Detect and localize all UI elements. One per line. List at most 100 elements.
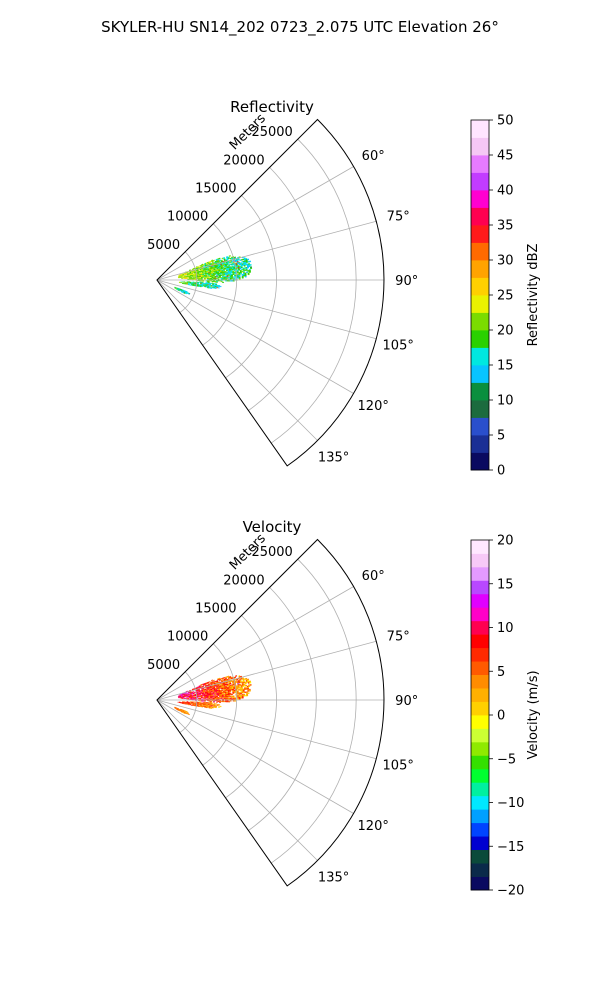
echo-bin <box>198 285 201 287</box>
echo-bin <box>192 705 195 706</box>
echo-bin <box>229 682 232 685</box>
azimuth-spoke <box>156 699 377 760</box>
echo-bin <box>236 688 239 690</box>
echo-bin <box>221 688 224 690</box>
echo-bin <box>179 277 182 279</box>
echo-bin <box>208 274 211 277</box>
sector-frame <box>156 118 385 467</box>
echo-bin <box>228 278 231 280</box>
echo-bin <box>198 705 201 707</box>
range-tick-label: 10000 <box>167 210 208 225</box>
range-ring <box>270 558 357 864</box>
echo-bin <box>186 694 189 696</box>
echo-bin <box>225 701 227 703</box>
colorbar-swatch <box>471 312 489 331</box>
echo-bin <box>217 277 220 279</box>
colorbar-swatch <box>471 620 489 635</box>
echo-bin <box>218 257 221 260</box>
colorbar-tick-label: −20 <box>497 884 524 899</box>
echo-bin <box>202 285 205 287</box>
echo-bin <box>214 691 216 693</box>
echo-bin <box>197 696 200 698</box>
echo-bin <box>229 280 232 282</box>
colorbar: 0 5 10 15 20 25 30 35 40 45 50 Reflectivity dBZ <box>470 114 541 479</box>
echo-bin <box>245 684 248 687</box>
echo-bin <box>210 278 212 280</box>
echo-bin <box>197 698 200 700</box>
echo-bin <box>205 280 208 282</box>
echo-bin <box>201 285 204 287</box>
echo-bin <box>237 258 240 261</box>
range-ring <box>248 587 317 831</box>
echo-bin <box>245 688 248 690</box>
echo-bin <box>177 290 180 292</box>
echo-bin <box>206 696 209 698</box>
colorbar-tick-label: −10 <box>497 796 524 811</box>
echo-bin <box>183 701 186 703</box>
echo-southwest <box>174 706 190 716</box>
echo-bin <box>190 278 193 280</box>
echo-bin <box>220 700 223 703</box>
echo-bin <box>222 696 224 699</box>
echo-bin <box>192 272 195 274</box>
echo-bin <box>198 688 201 691</box>
echo-bin <box>203 273 206 275</box>
echo-bin <box>185 696 188 698</box>
colorbar-tick-label: 15 <box>497 577 514 592</box>
colorbar-swatch <box>471 701 489 716</box>
colorbar-swatch <box>471 688 489 702</box>
echo-bin <box>216 704 219 707</box>
echo-bin <box>188 272 190 274</box>
echo-bin <box>201 690 204 693</box>
colorbar-swatch <box>471 207 489 226</box>
echo-bin <box>191 281 193 283</box>
echo-bin <box>215 273 218 275</box>
colorbar-swatch <box>471 634 489 649</box>
echo-bin <box>183 292 186 294</box>
colorbar-tick-label: 15 <box>497 359 514 374</box>
echo-bin <box>185 276 188 278</box>
echo-bin <box>215 268 217 270</box>
echo-bin <box>206 275 209 277</box>
echo-bin <box>248 690 251 692</box>
echo-bin <box>203 691 206 693</box>
azimuth-spoke <box>156 699 318 861</box>
echo-bin <box>210 285 213 287</box>
echo-bin <box>188 694 191 696</box>
echo-bin <box>244 682 247 685</box>
colorbar-tick-label: 5 <box>497 665 505 680</box>
echo-bin <box>232 280 235 282</box>
echo-bin <box>219 285 222 288</box>
echo-bin <box>212 695 215 698</box>
echo-bin <box>240 273 242 275</box>
echo-bin <box>220 280 223 283</box>
echo-bin <box>212 693 215 695</box>
echo-bin <box>228 255 231 257</box>
echo-bin <box>248 265 251 268</box>
echo-bin <box>189 282 192 284</box>
echo-bin <box>240 693 242 695</box>
colorbar: −20 −15 −10 −5 0 5 10 15 20 Velocity (m/s) <box>470 534 541 899</box>
echo-bin <box>247 273 250 276</box>
echo-bin <box>234 275 237 277</box>
echo-bin <box>191 702 193 704</box>
echo-bin <box>216 701 218 703</box>
range-tick-label: 20000 <box>223 573 264 588</box>
colorbar-tick-label: 45 <box>497 149 514 164</box>
echo-bin <box>210 287 213 289</box>
echo-bin <box>214 281 217 283</box>
echo-bin <box>226 277 229 279</box>
echo-bin <box>204 286 207 288</box>
echo-bin <box>208 696 211 698</box>
echo-bin <box>211 272 213 274</box>
colorbar-label: Reflectivity dBZ <box>526 244 541 347</box>
echo-bin <box>229 698 232 700</box>
colorbar-tick-label: 5 <box>497 429 505 444</box>
echo-bin <box>193 697 196 699</box>
echo-bin <box>214 287 217 289</box>
echo-bin <box>184 703 187 705</box>
echo-bin <box>194 275 197 277</box>
echo-bin <box>238 698 241 700</box>
echo-bin <box>189 704 192 706</box>
range-tick-label: 15000 <box>195 182 236 197</box>
